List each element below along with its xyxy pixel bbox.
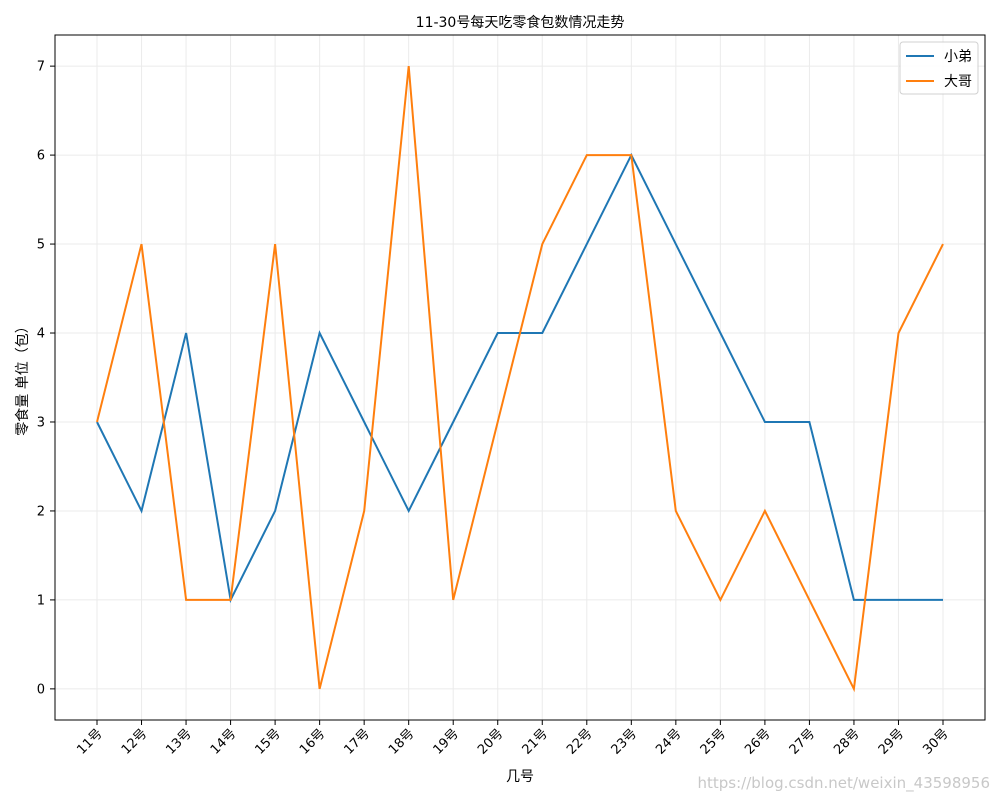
legend-label: 小弟: [944, 49, 972, 65]
x-tick-label: 11号: [74, 726, 105, 757]
plot-frame: [54, 34, 986, 721]
x-tick-label: 24号: [653, 726, 684, 757]
y-tick-label: 5: [37, 238, 45, 253]
x-tick-label: 22号: [564, 726, 595, 757]
x-tick-label: 19号: [431, 726, 462, 757]
y-axis: 0 1 2 3 4 5 6 7: [37, 60, 55, 697]
y-tick-label: 3: [37, 415, 45, 430]
y-tick-label: 7: [37, 60, 45, 75]
series-line-小弟: [96, 152, 943, 604]
x-tick-label: 21号: [520, 726, 551, 757]
chart-title: 11-30号每天吃零食包数情况走势: [416, 14, 625, 31]
x-tick-label: 29号: [876, 726, 907, 757]
series-line-大哥: [96, 66, 944, 693]
x-tick-label: 17号: [341, 726, 372, 757]
x-tick-label: 14号: [208, 726, 239, 757]
y-tick-label: 0: [37, 682, 45, 697]
x-tick-label: 30号: [920, 726, 951, 757]
y-tick-label: 6: [37, 149, 45, 164]
x-tick-label: 26号: [742, 726, 773, 757]
x-tick-label: 23号: [609, 726, 640, 757]
x-tick-label: 28号: [831, 726, 862, 757]
grid: [55, 35, 985, 720]
y-axis-title: 零食量 单位（包）: [14, 319, 31, 435]
x-tick-label: 18号: [386, 726, 417, 757]
x-tick-label: 13号: [163, 726, 194, 757]
x-tick-label: 16号: [297, 726, 328, 757]
x-tick-label: 12号: [119, 726, 150, 757]
x-axis-title: 几号: [506, 769, 534, 785]
legend-label: 大哥: [944, 74, 972, 90]
y-tick-label: 2: [37, 504, 45, 519]
y-tick-label: 1: [37, 593, 45, 608]
x-tick-label: 20号: [475, 726, 506, 757]
x-tick-label: 25号: [698, 726, 729, 757]
x-axis: 11号 12号 13号 14号 15号 16号 17号 18号 19号 20号 21号 22号 23号 2…: [74, 720, 952, 758]
x-tick-label: 15号: [252, 726, 283, 757]
watermark: https://blog.csdn.net/weixin_43598956: [697, 774, 990, 792]
y-tick-label: 4: [37, 327, 45, 342]
x-tick-label: 27号: [787, 726, 818, 757]
series-lines: [96, 66, 944, 693]
